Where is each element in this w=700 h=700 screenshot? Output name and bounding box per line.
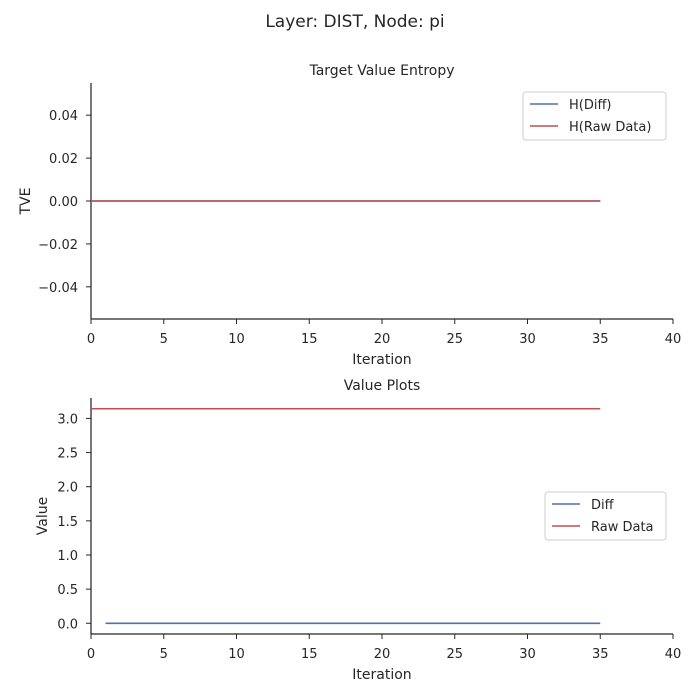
value-y-tick-label: 1.0 bbox=[57, 549, 78, 564]
tve-x-tick-label: 10 bbox=[228, 332, 245, 347]
value-y-tick-label: 0.0 bbox=[57, 617, 78, 632]
value-chart-axes: Value Plots 0 5 10 15 20 25 30 35 40 0.0 0.5 1.0 1.5 2… bbox=[35, 378, 681, 683]
tve-y-tick-label: −0.04 bbox=[38, 281, 78, 296]
tve-x-tick-label: 15 bbox=[301, 332, 318, 347]
value-y-tick-label: 1.5 bbox=[57, 515, 78, 530]
tve-y-tick-label: 0.04 bbox=[49, 109, 78, 124]
tve-chart-title: Target Value Entropy bbox=[308, 63, 454, 79]
tve-y-tick-label: −0.02 bbox=[38, 238, 78, 253]
value-legend-label: Raw Data bbox=[591, 520, 654, 535]
value-x-tick-label: 25 bbox=[446, 647, 463, 662]
tve-legend: H(Diff) H(Raw Data) bbox=[522, 91, 667, 141]
value-x-tick-label: 30 bbox=[519, 647, 536, 662]
value-legend: Diff Raw Data bbox=[544, 491, 667, 541]
tve-x-tick-label: 30 bbox=[519, 332, 536, 347]
value-x-tick-label: 20 bbox=[374, 647, 391, 662]
tve-x-tick-label: 35 bbox=[592, 332, 609, 347]
figure-suptitle: Layer: DIST, Node: pi bbox=[265, 12, 444, 32]
value-y-tick-label: 0.5 bbox=[57, 583, 78, 598]
value-x-axis-label: Iteration bbox=[352, 667, 411, 683]
value-x-tick-label: 15 bbox=[301, 647, 318, 662]
value-y-tick-label: 2.5 bbox=[57, 447, 78, 462]
tve-y-tick-label: 0.00 bbox=[49, 195, 78, 210]
value-y-tick-label: 2.0 bbox=[57, 481, 78, 496]
value-y-tick-label: 3.0 bbox=[57, 412, 78, 427]
value-x-tick-label: 35 bbox=[592, 647, 609, 662]
value-chart-title: Value Plots bbox=[344, 378, 421, 394]
value-x-tick-label: 5 bbox=[160, 647, 168, 662]
tve-chart-axes: Target Value Entropy 0 5 10 15 20 25 30 35 40 −0.0… bbox=[18, 63, 681, 368]
tve-x-tick-label: 25 bbox=[446, 332, 463, 347]
tve-x-axis-label: Iteration bbox=[352, 352, 411, 368]
tve-legend-label: H(Diff) bbox=[569, 98, 612, 113]
tve-legend-label: H(Raw Data) bbox=[569, 120, 651, 135]
tve-x-tick-label: 5 bbox=[160, 332, 168, 347]
tve-legend-box bbox=[522, 91, 667, 141]
tve-x-tick-label: 20 bbox=[374, 332, 391, 347]
tve-x-tick-label: 40 bbox=[665, 332, 682, 347]
value-y-axis-label: Value bbox=[35, 497, 51, 535]
tve-x-tick-label: 0 bbox=[87, 332, 95, 347]
tve-y-tick-label: 0.02 bbox=[49, 152, 78, 167]
value-legend-label: Diff bbox=[591, 498, 615, 513]
value-x-tick-label: 40 bbox=[665, 647, 682, 662]
tve-y-axis-label: TVE bbox=[18, 188, 34, 216]
value-x-tick-label: 10 bbox=[228, 647, 245, 662]
value-x-tick-label: 0 bbox=[87, 647, 95, 662]
